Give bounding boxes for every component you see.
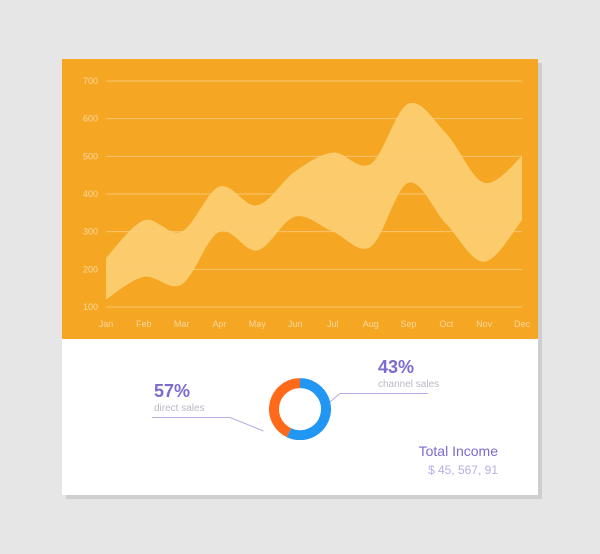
svg-text:Jan: Jan xyxy=(99,319,114,329)
svg-text:400: 400 xyxy=(83,189,98,199)
leader-line xyxy=(152,417,230,418)
channel-sales-label: channel sales xyxy=(378,379,439,390)
svg-text:Sep: Sep xyxy=(401,319,417,329)
svg-text:600: 600 xyxy=(83,114,98,124)
svg-text:Feb: Feb xyxy=(136,319,152,329)
svg-text:Dec: Dec xyxy=(514,319,531,329)
svg-text:Mar: Mar xyxy=(174,319,190,329)
svg-text:Jun: Jun xyxy=(288,319,303,329)
svg-text:700: 700 xyxy=(83,76,98,86)
svg-text:200: 200 xyxy=(83,264,98,274)
svg-text:Apr: Apr xyxy=(212,319,226,329)
donut-chart-svg xyxy=(269,378,331,440)
svg-text:100: 100 xyxy=(83,302,98,312)
total-income-value: $ 45, 567, 91 xyxy=(428,463,498,477)
svg-text:Oct: Oct xyxy=(439,319,454,329)
svg-text:Jul: Jul xyxy=(327,319,339,329)
leader-line xyxy=(340,393,428,394)
leader-line xyxy=(230,417,264,431)
summary-panel: 57% direct sales 43% channel sales Total… xyxy=(62,339,538,495)
direct-sales-pct: 57% xyxy=(154,381,190,402)
direct-sales-label: direct sales xyxy=(154,403,205,414)
total-income-label: Total Income xyxy=(419,443,498,459)
svg-text:300: 300 xyxy=(83,227,98,237)
svg-text:Nov: Nov xyxy=(476,319,493,329)
dashboard-card: 100 200 300 400 500 600 700 Jan Feb Mar Apr May Jun J… xyxy=(62,59,538,495)
channel-sales-pct: 43% xyxy=(378,357,414,378)
area-chart-svg: 100 200 300 400 500 600 700 Jan Feb Mar Apr May Jun J… xyxy=(62,59,538,339)
donut-chart xyxy=(269,378,331,445)
area-chart: 100 200 300 400 500 600 700 Jan Feb Mar Apr May Jun J… xyxy=(62,59,538,339)
svg-text:500: 500 xyxy=(83,151,98,161)
svg-text:May: May xyxy=(249,319,267,329)
svg-text:Aug: Aug xyxy=(363,319,379,329)
